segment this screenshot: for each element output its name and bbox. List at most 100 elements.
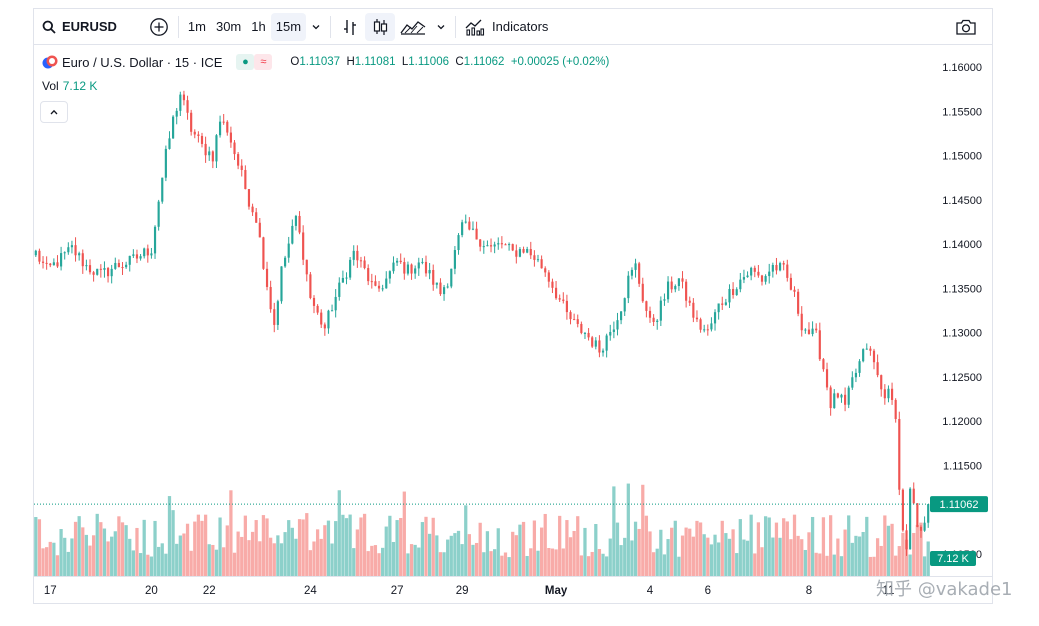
indicators-button[interactable]: Indicators (460, 13, 553, 41)
volume-bar (301, 519, 305, 576)
candle-body (356, 250, 359, 261)
toolbar-divider (330, 15, 332, 38)
volume-bar (373, 545, 378, 576)
candle-body (388, 271, 391, 279)
volume-bar (482, 552, 486, 576)
collapse-legend-button[interactable] (40, 101, 68, 123)
volume-bar (760, 547, 764, 576)
candle-body (439, 282, 442, 295)
candle-body (497, 243, 500, 245)
interval-1h[interactable]: 1h (251, 19, 266, 34)
volume-legend: Vol 7.12 K (42, 79, 97, 93)
candle-body (406, 264, 410, 274)
candle-body (273, 309, 276, 325)
candle-body (742, 277, 746, 280)
candle-body (211, 151, 214, 162)
candle-body (424, 261, 428, 274)
volume-bar (113, 531, 117, 576)
volume-bar (269, 537, 273, 576)
volume-bar (95, 513, 99, 576)
volume-bar (453, 533, 457, 576)
volume-bar (225, 525, 229, 576)
interval-dropdown[interactable] (306, 13, 326, 41)
market-open-dot-icon: ● (236, 54, 255, 70)
volume-bar (70, 538, 74, 576)
price-axis[interactable]: 1.16000 1.15500 1.15000 1.14500 1.14000 1.135… (930, 45, 992, 603)
volume-bar (720, 520, 724, 576)
candle-body (782, 263, 785, 265)
candle-body (789, 277, 792, 290)
volume-bar (355, 529, 359, 576)
price-tick-label: 1.12500 (942, 372, 982, 384)
volume-bar (344, 518, 349, 576)
candle-body (417, 262, 420, 269)
time-axis[interactable]: 17 20 22 24 27 29 May 4 6 8 11 (34, 576, 992, 598)
volume-bar (619, 545, 623, 576)
candle-body (674, 286, 677, 290)
volume-bar (670, 527, 674, 576)
volume-bar (370, 545, 374, 576)
candle-body (522, 249, 525, 253)
candle-body (349, 259, 352, 278)
candle-body (265, 268, 269, 287)
volume-bar (290, 527, 294, 576)
candle-body (620, 311, 623, 321)
volume-bar (810, 516, 815, 576)
candle-body (876, 362, 879, 376)
candle-body (218, 121, 222, 136)
volume-bar (222, 547, 226, 576)
volume-label: Vol (42, 79, 59, 93)
candles-style-button[interactable] (365, 12, 396, 41)
candle-body (764, 276, 767, 282)
volume-bar (904, 539, 909, 576)
candle-body (128, 255, 131, 265)
candle-body (916, 503, 919, 527)
area-style-button[interactable] (395, 13, 431, 41)
volume-bar (294, 538, 298, 576)
volume-bar (894, 555, 898, 576)
volume-bar (901, 532, 905, 576)
volume-bar (146, 554, 150, 576)
candle-body (508, 244, 511, 246)
volume-bar (258, 541, 262, 576)
candle-body (533, 255, 536, 260)
volume-bar (572, 530, 576, 576)
volume-bar (409, 544, 414, 576)
time-tick-label: 6 (705, 585, 711, 597)
volume-bar (662, 554, 667, 576)
interval-1m[interactable]: 1m (187, 19, 206, 34)
price-chart[interactable]: 1.16000 1.15500 1.15000 1.14500 1.14000 1.135… (34, 9, 992, 603)
volume-bar (688, 528, 692, 576)
candle-body (515, 250, 518, 257)
chart-style-dropdown[interactable] (431, 13, 451, 41)
volume-bar (680, 535, 685, 576)
volume-bar (926, 541, 930, 576)
volume-bar (77, 516, 81, 576)
candle-body (193, 131, 196, 135)
volume-bar (821, 517, 826, 576)
time-tick-label: 27 (391, 585, 404, 597)
candle-body (114, 262, 117, 269)
symbol-search-button[interactable]: EURUSD (34, 13, 122, 41)
volume-bar (420, 522, 425, 576)
volume-bar (818, 553, 822, 576)
interval-15m[interactable]: 15m (270, 12, 307, 41)
close-value: 1.11062 (463, 56, 505, 68)
candle-body (435, 282, 438, 285)
market-status-pill[interactable]: ● ≈ (236, 53, 273, 71)
candle-body (284, 257, 287, 267)
candle-body (576, 319, 579, 324)
snapshot-button[interactable] (950, 13, 982, 41)
volume-bar (919, 522, 923, 576)
candle-body (60, 253, 63, 267)
compare-symbol-button[interactable] (144, 13, 174, 41)
bars-style-button[interactable] (335, 13, 365, 41)
candle-body (330, 310, 334, 312)
volume-bar (637, 528, 641, 576)
candle-body (529, 249, 532, 256)
candle-body (363, 260, 366, 269)
volume-bar (196, 514, 201, 576)
candle-body (468, 221, 471, 230)
interval-30m[interactable]: 30m (215, 19, 242, 34)
candle-body (269, 286, 272, 310)
